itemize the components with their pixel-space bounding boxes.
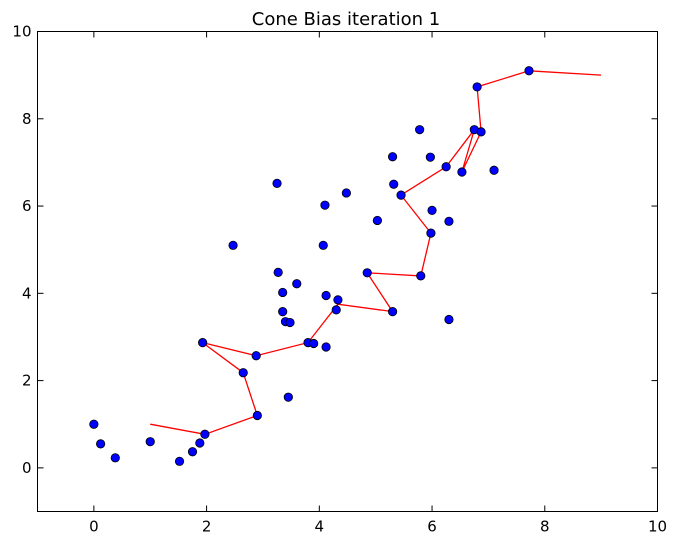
scatter-point xyxy=(96,439,106,449)
x-tick-label: 10 xyxy=(648,518,667,536)
scatter-point xyxy=(145,437,155,447)
scatter-point xyxy=(372,215,382,226)
y-tick-label: 0 xyxy=(22,459,32,477)
scatter-point xyxy=(285,317,295,328)
scatter-point xyxy=(283,392,293,402)
scatter-point xyxy=(524,66,534,76)
x-tick-label: 0 xyxy=(89,518,99,536)
scatter-point xyxy=(389,179,399,189)
scatter-point xyxy=(333,295,343,305)
scatter-point xyxy=(476,127,486,137)
y-tick-label: 6 xyxy=(22,197,32,215)
chart-title: Cone Bias iteration 1 xyxy=(252,9,440,30)
scatter-point xyxy=(321,342,331,352)
scatter-point xyxy=(444,314,454,325)
scatter-points-layer xyxy=(89,66,534,466)
axis-ticks: 0 2 4 6 8 10 0 2 4 6 8 10 xyxy=(12,23,667,536)
scatter-point xyxy=(110,453,120,463)
scatter-point xyxy=(198,338,208,348)
x-tick-label: 6 xyxy=(427,518,437,536)
red-path-layer xyxy=(150,70,602,435)
scatter-point xyxy=(278,307,288,317)
scatter-point xyxy=(457,167,467,177)
y-tick-label: 2 xyxy=(22,372,32,390)
y-tick-label: 10 xyxy=(12,23,31,41)
scatter-point xyxy=(273,267,283,277)
axes-frame xyxy=(37,31,658,512)
x-tick-label: 2 xyxy=(202,518,212,536)
scatter-point xyxy=(309,338,319,349)
scatter-point xyxy=(320,200,330,210)
scatter-point xyxy=(187,447,198,457)
x-tick-label: 8 xyxy=(540,518,550,536)
scatter-point xyxy=(321,290,331,301)
scatter-point xyxy=(195,438,205,448)
scatter-point xyxy=(318,240,328,250)
scatter-point xyxy=(415,125,425,135)
scatter-point xyxy=(331,305,341,315)
scatter-point xyxy=(89,419,99,429)
y-tick-label: 4 xyxy=(22,284,32,302)
scatter-point xyxy=(251,351,261,361)
y-tick-label: 8 xyxy=(22,110,32,128)
scatter-point xyxy=(341,188,351,198)
scatter-point xyxy=(228,240,238,250)
scatter-point xyxy=(252,410,262,421)
red-path-line xyxy=(150,70,602,435)
scatter-point xyxy=(472,82,482,92)
scatter-point xyxy=(174,456,185,466)
scatter-point xyxy=(441,162,451,172)
scatter-point xyxy=(427,205,437,216)
scatter-point xyxy=(444,216,454,226)
scatter-point xyxy=(425,152,435,162)
scatter-point xyxy=(362,268,372,278)
scatter-point xyxy=(278,287,288,298)
scatter-point xyxy=(200,429,210,439)
scatter-point xyxy=(292,279,302,289)
scatter-point xyxy=(416,271,426,281)
scatter-point xyxy=(387,307,398,317)
scatter-point xyxy=(272,178,282,188)
scatter-point xyxy=(396,190,406,200)
x-tick-label: 4 xyxy=(315,518,325,536)
scatter-point xyxy=(426,228,436,238)
scatter-point xyxy=(489,165,499,175)
scatter-point xyxy=(387,152,398,162)
scatter-point xyxy=(238,368,248,378)
